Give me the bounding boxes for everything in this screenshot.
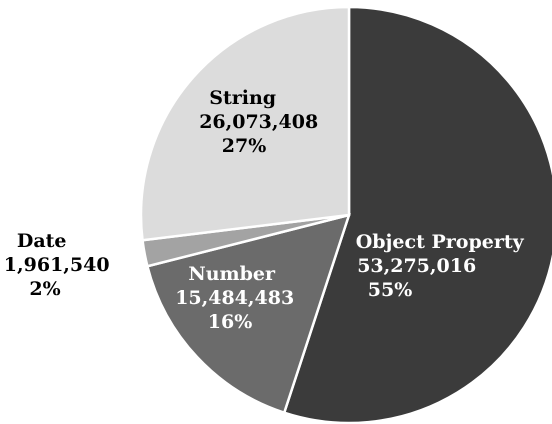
- slice-percent-number: 16%: [208, 311, 253, 333]
- slice-value-date: 1,961,540: [4, 254, 110, 276]
- slice-name-string: String: [209, 87, 276, 109]
- slice-name-date: Date: [17, 230, 67, 252]
- slice-percent-string: 27%: [222, 135, 267, 157]
- slice-name-number: Number: [188, 263, 276, 285]
- slice-value-number: 15,484,483: [175, 287, 294, 309]
- slice-value-string: 26,073,408: [199, 111, 318, 133]
- slice-percent-date: 2%: [29, 278, 60, 300]
- pie-slices: [139, 5, 552, 424]
- slice-percent-object-property: 55%: [368, 279, 413, 301]
- pie-slice-object-property: [282, 5, 552, 424]
- label-number: Number 15,484,483 16%: [175, 263, 301, 333]
- label-object-property: Object Property 53,275,016 55%: [356, 231, 531, 301]
- label-string: String 26,073,408 27%: [199, 87, 325, 157]
- pie-slice-string: [139, 5, 351, 242]
- label-date: Date 1,961,540 2%: [4, 230, 116, 300]
- slice-name-object-property: Object Property: [356, 231, 525, 253]
- pie-slice-number: [145, 213, 351, 415]
- slice-value-object-property: 53,275,016: [357, 255, 476, 277]
